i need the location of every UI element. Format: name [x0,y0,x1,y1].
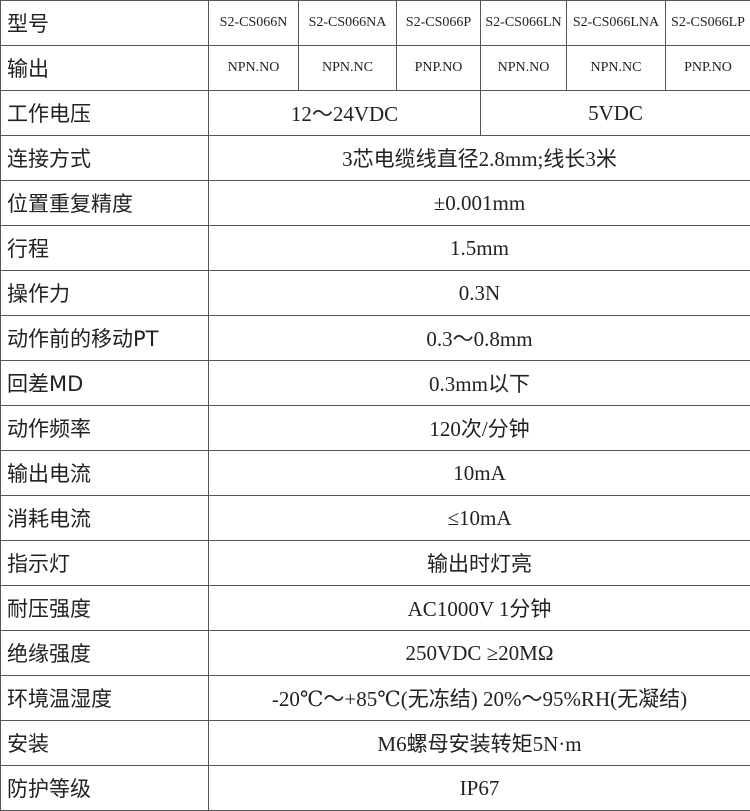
model-cell: S2-CS066LP [666,1,750,46]
row-label: 耐压强度 [1,586,209,631]
voltage-row: 工作电压 12～24VDC 5VDC [1,91,750,136]
model-row: 型号 S2-CS066N S2-CS066NA S2-CS066P S2-CS0… [1,1,750,46]
spec-row: 消耗电流≤10mA [1,496,750,541]
output-cell: NPN.NC [299,46,397,91]
row-value: ≤10mA [209,496,750,541]
row-value: 0.3mm以下 [209,361,750,406]
model-cell: S2-CS066NA [299,1,397,46]
row-label: 消耗电流 [1,496,209,541]
row-label: 位置重复精度 [1,181,209,226]
row-label: 操作力 [1,271,209,316]
spec-row: 环境温湿度-20℃～+85℃(无冻结) 20%～95%RH(无凝结) [1,676,750,721]
row-value: M6螺母安装转矩5N·m [209,721,750,766]
row-label: 回差MD [1,361,209,406]
row-label: 环境温湿度 [1,676,209,721]
row-value: 250VDC ≥20MΩ [209,631,750,676]
row-label: 工作电压 [1,91,209,136]
model-cell: S2-CS066N [209,1,299,46]
row-value: -20℃～+85℃(无冻结) 20%～95%RH(无凝结) [209,676,750,721]
row-label: 行程 [1,226,209,271]
model-cell: S2-CS066LNA [567,1,666,46]
row-label: 指示灯 [1,541,209,586]
row-label: 防护等级 [1,766,209,811]
spec-row: 指示灯输出时灯亮 [1,541,750,586]
model-cell: S2-CS066P [397,1,481,46]
voltage-cell: 5VDC [481,91,750,136]
row-label: 输出电流 [1,451,209,496]
row-label: 动作前的移动PT [1,316,209,361]
row-value: 10mA [209,451,750,496]
row-value: IP67 [209,766,750,811]
output-cell: NPN.NO [481,46,567,91]
output-cell: NPN.NO [209,46,299,91]
row-label: 输出 [1,46,209,91]
row-value: 0.3N [209,271,750,316]
row-label: 型号 [1,1,209,46]
model-cell: S2-CS066LN [481,1,567,46]
row-value: ±0.001mm [209,181,750,226]
row-value: 1.5mm [209,226,750,271]
row-label: 安装 [1,721,209,766]
row-label: 绝缘强度 [1,631,209,676]
row-value: 120次/分钟 [209,406,750,451]
output-cell: PNP.NO [397,46,481,91]
output-cell: NPN.NC [567,46,666,91]
spec-row: 位置重复精度±0.001mm [1,181,750,226]
row-label: 动作频率 [1,406,209,451]
row-value: AC1000V 1分钟 [209,586,750,631]
row-label: 连接方式 [1,136,209,181]
row-value: 输出时灯亮 [209,541,750,586]
row-value: 3芯电缆线直径2.8mm;线长3米 [209,136,750,181]
output-cell: PNP.NO [666,46,750,91]
output-row: 输出 NPN.NO NPN.NC PNP.NO NPN.NO NPN.NC PN… [1,46,750,91]
voltage-cell: 12～24VDC [209,91,481,136]
row-value: 0.3～0.8mm [209,316,750,361]
